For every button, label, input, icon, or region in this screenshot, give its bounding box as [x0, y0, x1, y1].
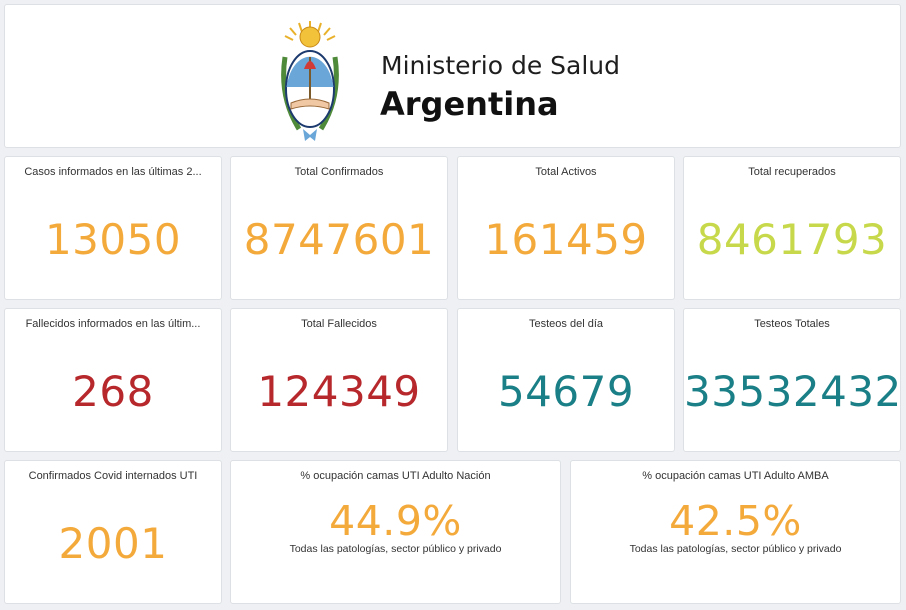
stat-card-total-active[interactable]: Total Activos 161459	[457, 156, 675, 300]
stat-card-total-tests[interactable]: Testeos Totales 33532432	[683, 308, 901, 452]
card-subtitle: Todas las patologías, sector público y p…	[289, 543, 502, 555]
stat-card-total-recovered[interactable]: Total recuperados 8461793	[683, 156, 901, 300]
argentina-coat-of-arms-icon	[281, 21, 339, 141]
card-title: Confirmados Covid internados UTI	[28, 470, 198, 482]
ministry-name: Ministerio de Salud	[381, 51, 621, 80]
card-title: Total Activos	[535, 166, 597, 178]
card-value: 13050	[44, 215, 182, 264]
card-title: Total Confirmados	[294, 166, 384, 178]
country-name: Argentina	[380, 85, 559, 123]
card-title: Casos informados en las últimas 2...	[24, 166, 202, 178]
stat-card-icu-occupancy-nation[interactable]: % ocupación camas UTI Adulto Nación 44.9…	[230, 460, 561, 604]
stat-card-total-confirmed[interactable]: Total Confirmados 8747601	[230, 156, 448, 300]
card-title: Total recuperados	[748, 166, 836, 178]
stat-card-icu-occupancy-amba[interactable]: % ocupación camas UTI Adulto AMBA 42.5% …	[570, 460, 901, 604]
card-title: % ocupación camas UTI Adulto AMBA	[642, 470, 829, 482]
stat-card-recent-cases[interactable]: Casos informados en las últimas 2... 130…	[4, 156, 222, 300]
card-value: 268	[72, 367, 154, 416]
card-value: 161459	[484, 215, 648, 264]
card-value: 54679	[497, 367, 635, 416]
stat-card-total-deaths[interactable]: Total Fallecidos 124349	[230, 308, 448, 452]
card-value: 2001	[58, 519, 168, 568]
card-title: % ocupación camas UTI Adulto Nación	[300, 470, 491, 482]
card-value: 33532432	[684, 367, 901, 416]
stat-card-daily-tests[interactable]: Testeos del día 54679	[457, 308, 675, 452]
stat-card-icu-covid[interactable]: Confirmados Covid internados UTI 2001	[4, 460, 222, 604]
header-banner: Ministerio de Salud Argentina	[4, 4, 901, 148]
card-value: 44.9%	[329, 497, 462, 545]
stat-card-recent-deaths[interactable]: Fallecidos informados en las últim... 26…	[4, 308, 222, 452]
card-title: Testeos del día	[529, 318, 603, 330]
card-value: 8461793	[696, 215, 888, 264]
card-subtitle: Todas las patologías, sector público y p…	[629, 543, 842, 555]
card-value: 8747601	[243, 215, 435, 264]
card-title: Testeos Totales	[754, 318, 830, 330]
card-title: Fallecidos informados en las últim...	[25, 318, 201, 330]
card-value: 124349	[257, 367, 421, 416]
card-title: Total Fallecidos	[301, 318, 377, 330]
card-value: 42.5%	[669, 497, 802, 545]
